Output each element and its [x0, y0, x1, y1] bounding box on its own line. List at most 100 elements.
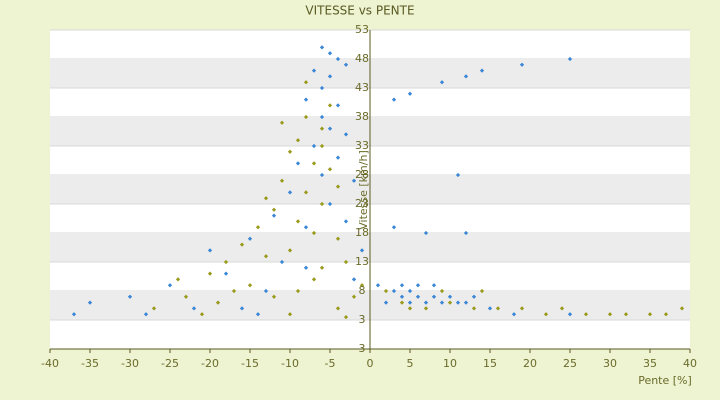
point — [391, 288, 397, 294]
point — [263, 288, 269, 294]
y-tick-label: 43 — [355, 81, 369, 94]
point — [351, 294, 357, 299]
point — [239, 306, 245, 311]
point — [287, 312, 293, 317]
point — [375, 283, 381, 288]
point — [567, 312, 573, 317]
point — [471, 294, 477, 299]
point — [399, 300, 405, 305]
y-tick-label: 3 — [359, 313, 366, 326]
y-tick-label: 38 — [355, 110, 369, 123]
point — [215, 300, 221, 305]
point — [183, 294, 189, 299]
y-axis-label: Vitesse [km/h] — [357, 150, 370, 230]
chart-title: VITESSE vs PENTE — [305, 4, 414, 18]
point — [191, 306, 197, 311]
point — [391, 225, 397, 230]
point — [343, 219, 349, 224]
point — [343, 314, 349, 320]
point — [303, 190, 309, 195]
x-tick-label: -25 — [161, 357, 179, 370]
x-tick-label: 20 — [523, 357, 537, 370]
point — [471, 306, 477, 311]
point — [647, 312, 653, 317]
point — [279, 178, 285, 183]
x-tick-label: -30 — [121, 357, 139, 370]
point — [271, 207, 277, 212]
point — [295, 288, 301, 294]
point — [607, 312, 613, 317]
x-tick-label: -35 — [81, 357, 99, 370]
point — [287, 149, 293, 154]
point — [271, 294, 277, 299]
point — [319, 143, 325, 149]
point — [271, 213, 277, 218]
point — [415, 283, 421, 288]
point — [319, 172, 325, 178]
point — [175, 277, 181, 282]
point — [423, 300, 429, 305]
x-axis-label: Pente [%] — [638, 374, 692, 387]
point — [287, 248, 293, 253]
point — [423, 230, 429, 236]
y-tick-label: 23 — [355, 197, 369, 210]
point — [255, 312, 261, 317]
point — [127, 294, 133, 299]
point — [431, 283, 437, 288]
point — [207, 271, 213, 276]
point — [335, 236, 341, 241]
point — [335, 184, 341, 189]
point — [423, 306, 429, 311]
point — [559, 306, 565, 311]
point — [263, 254, 269, 259]
x-tick-label: -10 — [281, 357, 299, 370]
point — [447, 294, 453, 299]
point — [359, 248, 365, 253]
x-tick-label: 30 — [603, 357, 617, 370]
y-tick-label: 53 — [355, 23, 369, 36]
point — [351, 178, 357, 183]
point — [495, 306, 501, 311]
point — [455, 172, 461, 178]
y-tick-label: 8 — [359, 284, 366, 297]
y-tick-label: 3 — [359, 342, 366, 355]
point — [231, 288, 237, 294]
point — [247, 236, 253, 241]
x-tick-label: 35 — [643, 357, 657, 370]
x-tick-label: -5 — [325, 357, 336, 370]
point — [431, 294, 437, 299]
x-tick-label: 25 — [563, 357, 577, 370]
point — [487, 306, 493, 311]
point — [327, 167, 333, 172]
point — [303, 265, 309, 270]
point — [511, 312, 517, 317]
point — [415, 294, 421, 299]
point — [295, 219, 301, 224]
point — [319, 265, 325, 270]
point — [343, 132, 349, 137]
point — [263, 196, 269, 201]
x-tick-label: -40 — [41, 357, 59, 370]
y-tick-label: 28 — [355, 168, 369, 181]
point — [223, 259, 229, 265]
point — [679, 306, 685, 311]
x-tick-label: 10 — [443, 357, 457, 370]
point — [463, 300, 469, 305]
point — [295, 161, 301, 166]
point — [439, 300, 445, 305]
point — [447, 300, 453, 305]
point — [439, 288, 445, 294]
point — [663, 312, 669, 317]
point — [383, 300, 389, 305]
point — [167, 283, 173, 288]
y-tick-label: 33 — [355, 139, 369, 152]
y-tick-label: 48 — [355, 52, 369, 65]
point — [351, 277, 357, 282]
point — [223, 271, 229, 276]
point — [279, 259, 285, 265]
point — [463, 230, 469, 236]
point — [335, 155, 341, 160]
x-tick-label: 5 — [407, 357, 414, 370]
point — [207, 248, 213, 253]
